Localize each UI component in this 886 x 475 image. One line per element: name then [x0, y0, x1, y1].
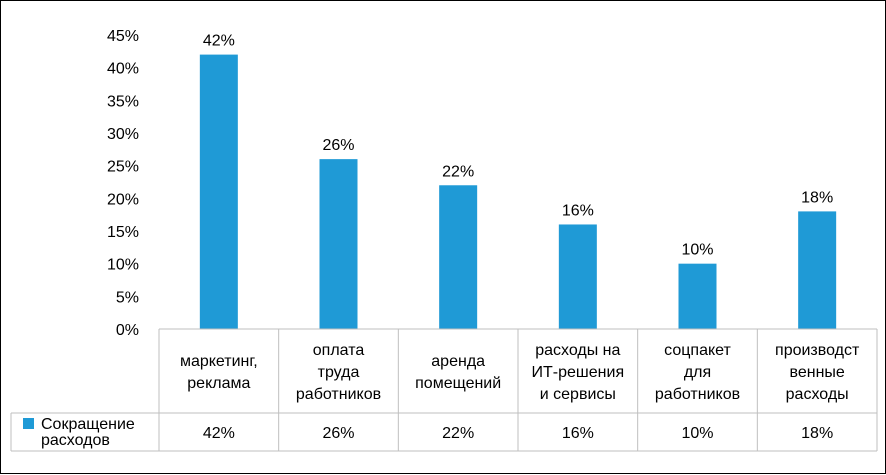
bar — [678, 263, 717, 329]
category-label: соцпакет для работников — [655, 342, 740, 403]
category-label-line: расходы — [786, 386, 849, 403]
category-label: аренда помещений — [415, 353, 501, 392]
table-value-cell: 26% — [322, 425, 354, 442]
category-label-line: и сервисы — [540, 386, 616, 403]
y-axis: 0% 5% 10% 15% 20% 25% 30% 35% 40% 45% — [107, 28, 139, 339]
category-label-line: для — [684, 364, 711, 381]
category-label-line: помещений — [415, 375, 501, 392]
category-label: расходы на ИТ-решения и сервисы — [532, 342, 625, 403]
category-label-line: производст — [775, 342, 860, 359]
category-label-line: труда — [318, 364, 360, 381]
category-label-line: работников — [296, 386, 381, 403]
category-label-line: венные — [790, 364, 845, 381]
data-label: 26% — [322, 137, 354, 154]
category-label-line: ИТ-решения — [532, 364, 625, 381]
category-label: оплата труда работников — [296, 342, 381, 403]
bar-series — [199, 54, 837, 329]
legend-series-name-line: расходов — [41, 432, 110, 449]
table-value-cell: 22% — [442, 425, 474, 442]
category-label-line: расходы на — [535, 342, 620, 359]
legend-series-name-line: Сокращение — [41, 416, 135, 433]
category-label-line: маркетинг, — [180, 353, 258, 370]
category-label-line: соцпакет — [664, 342, 731, 359]
data-labels: 42% 26% 22% 16% 10% 18% — [203, 33, 833, 259]
data-label: 16% — [562, 202, 594, 219]
table-value-cell: 18% — [801, 425, 833, 442]
data-label: 18% — [801, 189, 833, 206]
data-label: 22% — [442, 163, 474, 180]
y-tick-label: 40% — [107, 61, 139, 78]
table-value-cell: 10% — [681, 425, 713, 442]
y-tick-label: 15% — [107, 224, 139, 241]
y-tick-label: 0% — [116, 322, 139, 339]
legend-series-name: Сокращение расходов — [41, 416, 135, 449]
category-label-line: реклама — [187, 375, 250, 392]
y-tick-label: 25% — [107, 159, 139, 176]
data-label: 42% — [203, 33, 235, 50]
category-label-line: работников — [655, 386, 740, 403]
y-tick-label: 30% — [107, 126, 139, 143]
data-label: 10% — [681, 242, 713, 259]
table-value-cell: 42% — [203, 425, 235, 442]
bar — [199, 54, 238, 329]
bar — [798, 211, 837, 329]
y-tick-label: 5% — [116, 289, 139, 306]
category-label-line: оплата — [313, 342, 365, 359]
y-tick-label: 20% — [107, 191, 139, 208]
category-label: маркетинг, реклама — [180, 353, 258, 392]
category-label: производст венные расходы — [775, 342, 860, 403]
bar — [319, 159, 358, 329]
category-label-line: аренда — [431, 353, 485, 370]
y-tick-label: 10% — [107, 257, 139, 274]
bar — [439, 185, 478, 329]
y-tick-label: 45% — [107, 28, 139, 45]
bar — [558, 224, 597, 329]
y-tick-label: 35% — [107, 93, 139, 110]
table-value-cell: 16% — [562, 425, 594, 442]
data-table: маркетинг, реклама оплата труда работников ар… — [10, 328, 878, 452]
legend-key — [23, 418, 34, 429]
